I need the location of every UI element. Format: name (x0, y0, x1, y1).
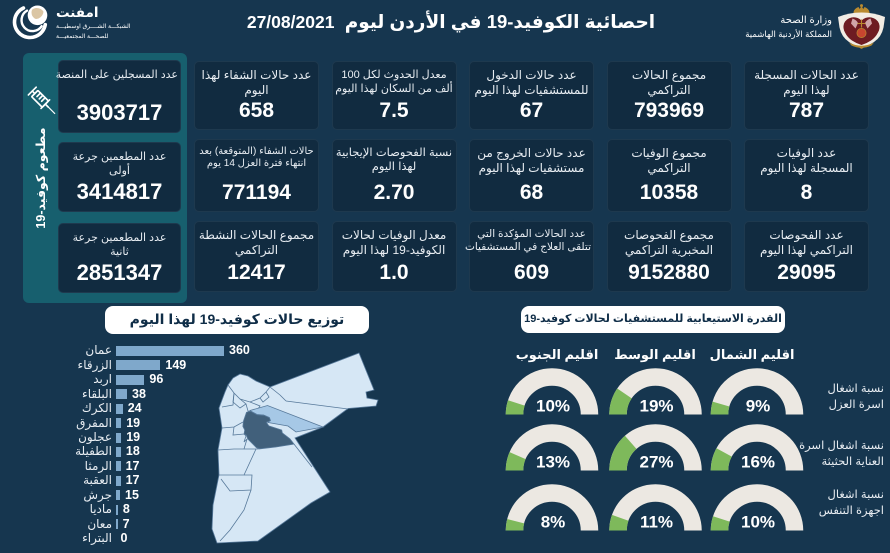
svg-text:16%: 16% (741, 453, 775, 472)
svg-text:13%: 13% (536, 453, 570, 472)
svg-text:9%: 9% (746, 397, 771, 416)
svg-text:8%: 8% (541, 513, 566, 532)
svg-text:11%: 11% (640, 513, 673, 532)
svg-text:10%: 10% (741, 513, 775, 532)
svg-text:10%: 10% (536, 397, 570, 416)
svg-text:27%: 27% (639, 453, 673, 472)
svg-text:19%: 19% (639, 397, 673, 416)
